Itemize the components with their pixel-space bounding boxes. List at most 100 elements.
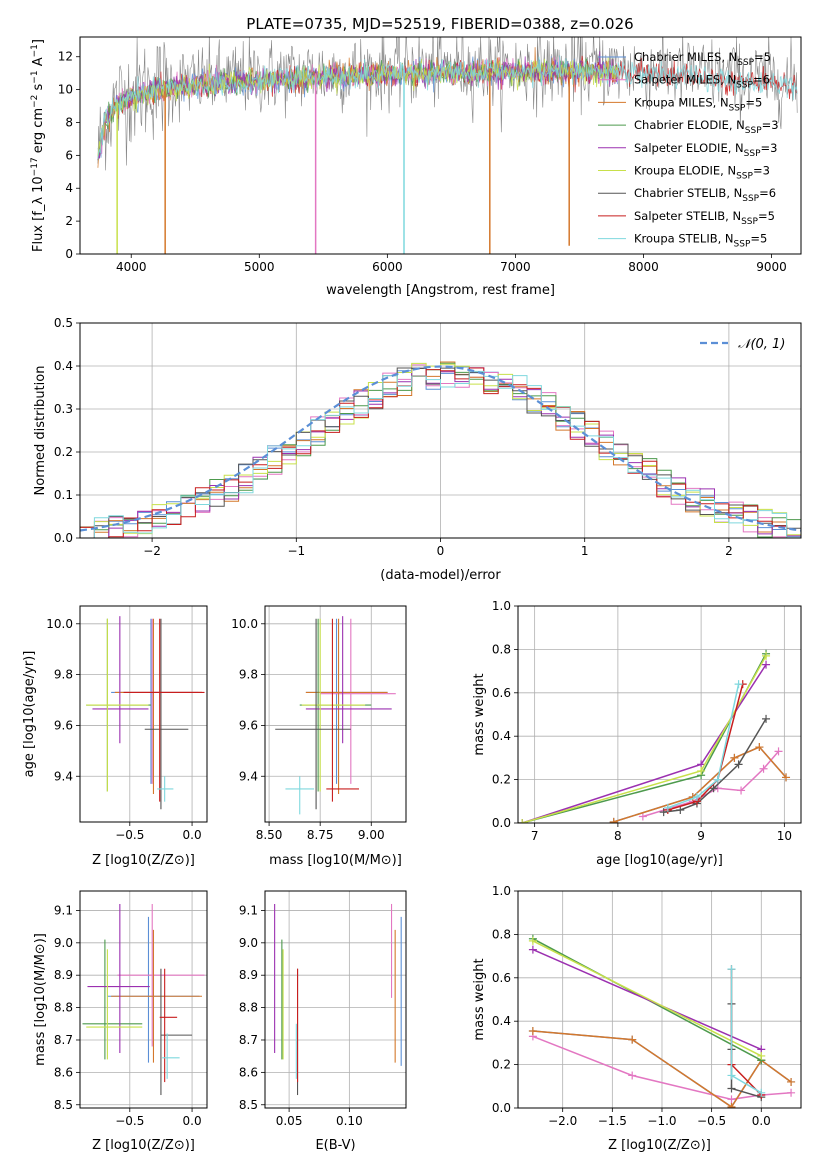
series-line: [663, 718, 767, 813]
mass-vs-EBV-frame: [264, 890, 407, 1109]
point-marker: [787, 1088, 796, 1097]
y-tick-label: 6: [65, 148, 73, 162]
x-tick-label: 8000: [628, 260, 659, 274]
series-line: [642, 750, 780, 818]
age-vs-mass-frame: [264, 605, 407, 823]
massweight-vs-Z-frame: [517, 890, 802, 1109]
x-tick-label: 0.10: [336, 1114, 363, 1128]
y-tick-label: 8.5: [239, 1098, 258, 1112]
point-marker: [734, 680, 743, 689]
y-tick-label: 0.2: [54, 445, 73, 459]
x-tick-label: 7000: [500, 260, 531, 274]
series-line: [521, 655, 767, 823]
point-marker: [757, 1051, 766, 1060]
point-marker: [727, 1084, 736, 1093]
histogram-series: [80, 370, 801, 538]
y-tick-label: 0.6: [492, 686, 511, 700]
x-tick-label: 0.0: [752, 1114, 771, 1128]
y-tick-label: 9.6: [54, 718, 73, 732]
spectrum-lines: [97, 37, 798, 254]
y-tick-label: 0.0: [492, 816, 511, 830]
y-tick-label: 8.5: [54, 1098, 73, 1112]
residuals-frame: [79, 322, 802, 539]
series-line: [521, 664, 767, 823]
y-tick-label: 9.1: [54, 903, 73, 917]
point-marker: [782, 773, 791, 782]
y-tick-label: 12: [58, 50, 73, 64]
legend-label: 𝒩(0, 1): [738, 337, 785, 352]
x-axis-label: Z [log10(Z/Z⊙)]: [92, 853, 195, 868]
massweight-vs-Z-axes: −2.0 −1.5 −1.0 −0.5 0.0 0.0 0.2 0.4 0.6 0.8 1.0 Z […: [472, 884, 801, 1153]
point-marker: [638, 812, 647, 821]
massweight-vs-age-frame: [517, 605, 802, 824]
series-line: [532, 940, 762, 1057]
point-marker: [727, 1071, 736, 1080]
spectrum-axes: 4000 5000 6000 7000 8000 9000 0 2 4 6 8 10 12 wavelen…: [30, 39, 787, 298]
y-tick-label: 0.8: [492, 642, 511, 656]
y-tick-label: 9.4: [54, 769, 73, 783]
point-marker: [663, 803, 672, 812]
series-line: [667, 683, 740, 809]
mass-vs-Z-axes: −0.5 0.0 8.5 8.6 8.7 8.8 8.9 9.0 9.1 Z [log10(Z/Z…: [33, 891, 207, 1153]
x-tick-label: −0.5: [115, 828, 144, 842]
mass-vs-Z-errorbars: [82, 903, 205, 1096]
y-tick-label: 8.6: [54, 1065, 73, 1079]
age-vs-Z-axes: −0.5 0.0 9.4 9.6 9.8 10.0 Z [log10(Z/Z⊙)] age […: [22, 606, 207, 868]
x-axis-label: mass [log10(M/M⊙)]: [269, 853, 402, 868]
point-marker: [762, 714, 771, 723]
point-marker: [757, 1088, 766, 1097]
point-marker: [762, 660, 771, 669]
y-tick-label: 0.4: [54, 359, 73, 373]
x-tick-label: 8.50: [256, 828, 283, 842]
y-tick-label: 10.0: [231, 617, 258, 631]
point-marker: [692, 792, 701, 801]
y-tick-label: 0.4: [492, 1014, 511, 1028]
y-tick-label: 9.4: [239, 769, 258, 783]
x-tick-label: 0: [437, 544, 445, 558]
x-axis-label: (data-model)/error: [380, 568, 501, 583]
legend-label: Kroupa STELIB, NSSP=5: [634, 232, 767, 250]
series-line: [532, 948, 762, 1051]
series-line: [730, 969, 762, 1094]
y-tick-label: 0.2: [492, 1058, 511, 1072]
legend-label: Chabrier STELIB, NSSP=6: [634, 186, 776, 204]
histogram-series: [80, 362, 801, 538]
y-axis-label: mass weight: [472, 958, 487, 1040]
massweight-vs-age-axes: 7 8 9 10 0.0 0.2 0.4 0.6 0.8 1.0 age [log10(age/yr…: [472, 599, 801, 868]
legend-label: Chabrier MILES, NSSP=5: [634, 50, 771, 68]
spectrum-frame: [79, 36, 802, 255]
x-axis-label: Z [log10(Z/Z⊙)]: [608, 1138, 711, 1153]
y-tick-label: 8: [65, 115, 73, 129]
y-tick-label: 8.9: [239, 968, 258, 982]
point-marker: [628, 1071, 637, 1080]
histogram-series: [80, 361, 801, 538]
legend-label: Salpeter MILES, NSSP=6: [634, 73, 770, 91]
y-tick-label: 10.0: [46, 617, 73, 631]
residuals-legend: 𝒩(0, 1): [700, 337, 785, 352]
x-tick-label: 6000: [372, 260, 403, 274]
point-marker: [727, 965, 736, 974]
x-tick-label: 8.75: [307, 828, 334, 842]
point-marker: [676, 805, 685, 814]
x-axis-label: E(B-V): [315, 1138, 355, 1153]
x-tick-label: 9: [697, 829, 705, 843]
y-tick-label: 0.6: [492, 971, 511, 985]
y-tick-label: 0.4: [492, 729, 511, 743]
x-tick-label: 4000: [116, 260, 147, 274]
x-tick-label: −2: [143, 544, 161, 558]
series-line: [730, 969, 762, 1096]
y-tick-label: 0.3: [54, 402, 73, 416]
residuals-axes: −2 −1 0 1 2 0.0 0.1 0.2 0.3 0.4 0.5 (data-model)/er…: [33, 316, 801, 583]
y-axis-label: age [log10(age/yr)]: [22, 651, 37, 778]
x-tick-label: −1.5: [598, 1114, 627, 1128]
x-axis-label: Z [log10(Z/Z⊙)]: [92, 1138, 195, 1153]
normal-curve: [80, 365, 801, 532]
point-marker: [727, 1102, 736, 1108]
figure-title: PLATE=0735, MJD=52519, FIBERID=0388, z=0…: [246, 15, 633, 33]
x-tick-label: −0.5: [697, 1114, 726, 1128]
point-marker: [628, 1035, 637, 1044]
series-line: [522, 653, 767, 823]
x-tick-label: 9.00: [358, 828, 385, 842]
point-marker: [713, 775, 722, 784]
mass-vs-EBV-axes: 0.05 0.10 8.5 8.6 8.7 8.8 8.9 9.0 9.1 E(B-V): [239, 891, 406, 1153]
